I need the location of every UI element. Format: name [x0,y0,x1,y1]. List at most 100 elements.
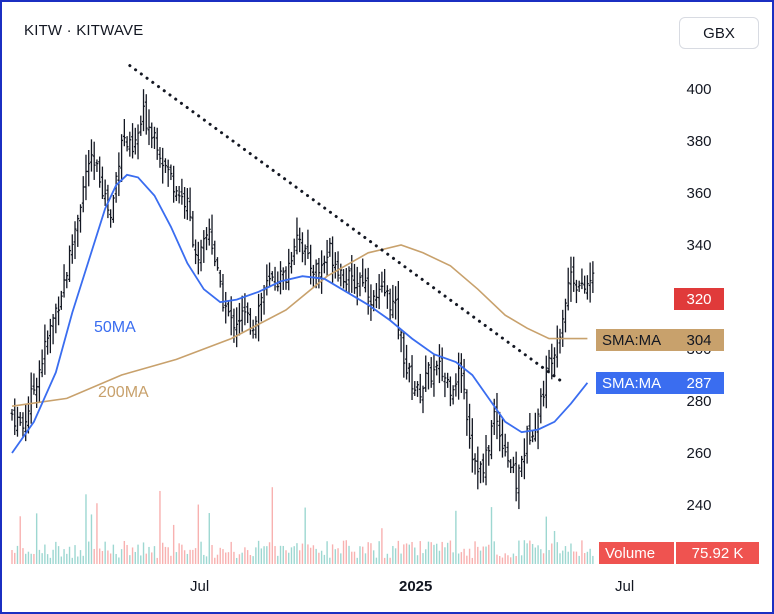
price-bar [243,293,247,326]
volume-bar [189,549,191,564]
volume-bar [540,549,542,564]
price-bar [539,388,543,424]
price-bar [87,149,91,187]
volume-bar [526,543,528,564]
volume-bar [392,545,394,564]
price-bar [287,248,291,291]
volume-bar [441,541,443,564]
volume-bar [548,550,550,564]
price-bar [292,238,296,266]
currency-button[interactable]: GBX [679,17,759,49]
price-bar [331,236,334,283]
volume-bar [107,550,109,564]
volume-bar [575,551,578,564]
volume-bar [96,503,98,564]
price-bar [43,324,47,375]
price-bar [347,266,351,294]
price-bar [221,273,225,312]
price-bar [435,360,439,376]
price-bar [281,267,285,290]
volume-bar [233,551,235,564]
volume-bar [148,546,150,564]
volume-bar [266,546,268,564]
x-tick-label: Jul [190,578,210,595]
price-bar [240,295,244,332]
price-bar [490,420,493,460]
volume-bar [238,554,241,564]
price-bar [10,408,14,421]
price-bar [358,272,362,297]
volume-bar [509,557,512,564]
price-bar [298,227,302,253]
price-bar [432,355,436,397]
volume-bar [197,504,200,564]
volume-bar [403,544,405,564]
volume-bar [485,546,487,564]
price-bar [290,251,293,274]
price-bar [68,245,71,282]
y-tick-label: 400 [686,81,712,98]
price-bar [470,418,474,473]
volume-bar [583,553,586,564]
volume-bar [19,516,21,564]
price-bar [380,271,384,293]
sma-200-line [11,244,588,407]
volume-bar [235,557,238,564]
price-bar [476,446,480,490]
price-bar [95,159,99,172]
volume-bar [364,553,367,564]
price-bar [114,172,118,203]
price-bar [314,259,318,289]
volume-bar [30,553,32,564]
volume-bar [367,542,369,564]
volume-bar [38,549,41,564]
price-bar [180,178,184,205]
sma-50-line [11,173,589,454]
volume-bar [556,542,558,564]
price-bar [306,229,310,259]
price-bar [57,296,60,326]
volume-bar [438,550,441,564]
volume-bar [118,557,120,564]
price-bar [481,453,485,483]
volume-bar [348,545,350,564]
volume-bar [474,541,476,564]
volume-bar [518,540,520,564]
volume-bar [246,550,249,564]
price-bar [194,239,197,265]
volume-bar [222,549,224,564]
volume-bar [397,540,400,564]
price-bar [279,261,282,295]
price-bar [177,185,181,204]
price-bar [509,459,513,474]
price-bar [175,186,178,202]
price-bar [79,204,82,233]
price-bar [103,179,107,206]
price-bar [512,456,515,474]
volume-bar [320,550,323,564]
price-bar [161,147,165,184]
price-bar [459,353,463,393]
price-bar [468,403,471,449]
volume-bar [523,540,526,564]
price-bar [429,357,433,388]
sma-200-tag-value: 304 [674,329,724,351]
volume-bar [405,543,408,564]
price-bar [13,398,17,436]
price-bar [402,332,406,378]
price-bar [328,237,332,257]
volume-bar [422,553,424,564]
volume-bar [216,554,219,564]
price-bar [336,251,340,282]
price-bar [295,217,299,255]
price-bar [484,434,488,486]
volume-bar [156,557,158,564]
price-bar [421,385,425,414]
volume-bar [109,553,112,564]
price-bar [153,126,156,149]
price-bar [155,127,159,160]
volume-bar [279,545,282,564]
volume-bar [205,556,208,564]
volume-bar [33,553,35,564]
